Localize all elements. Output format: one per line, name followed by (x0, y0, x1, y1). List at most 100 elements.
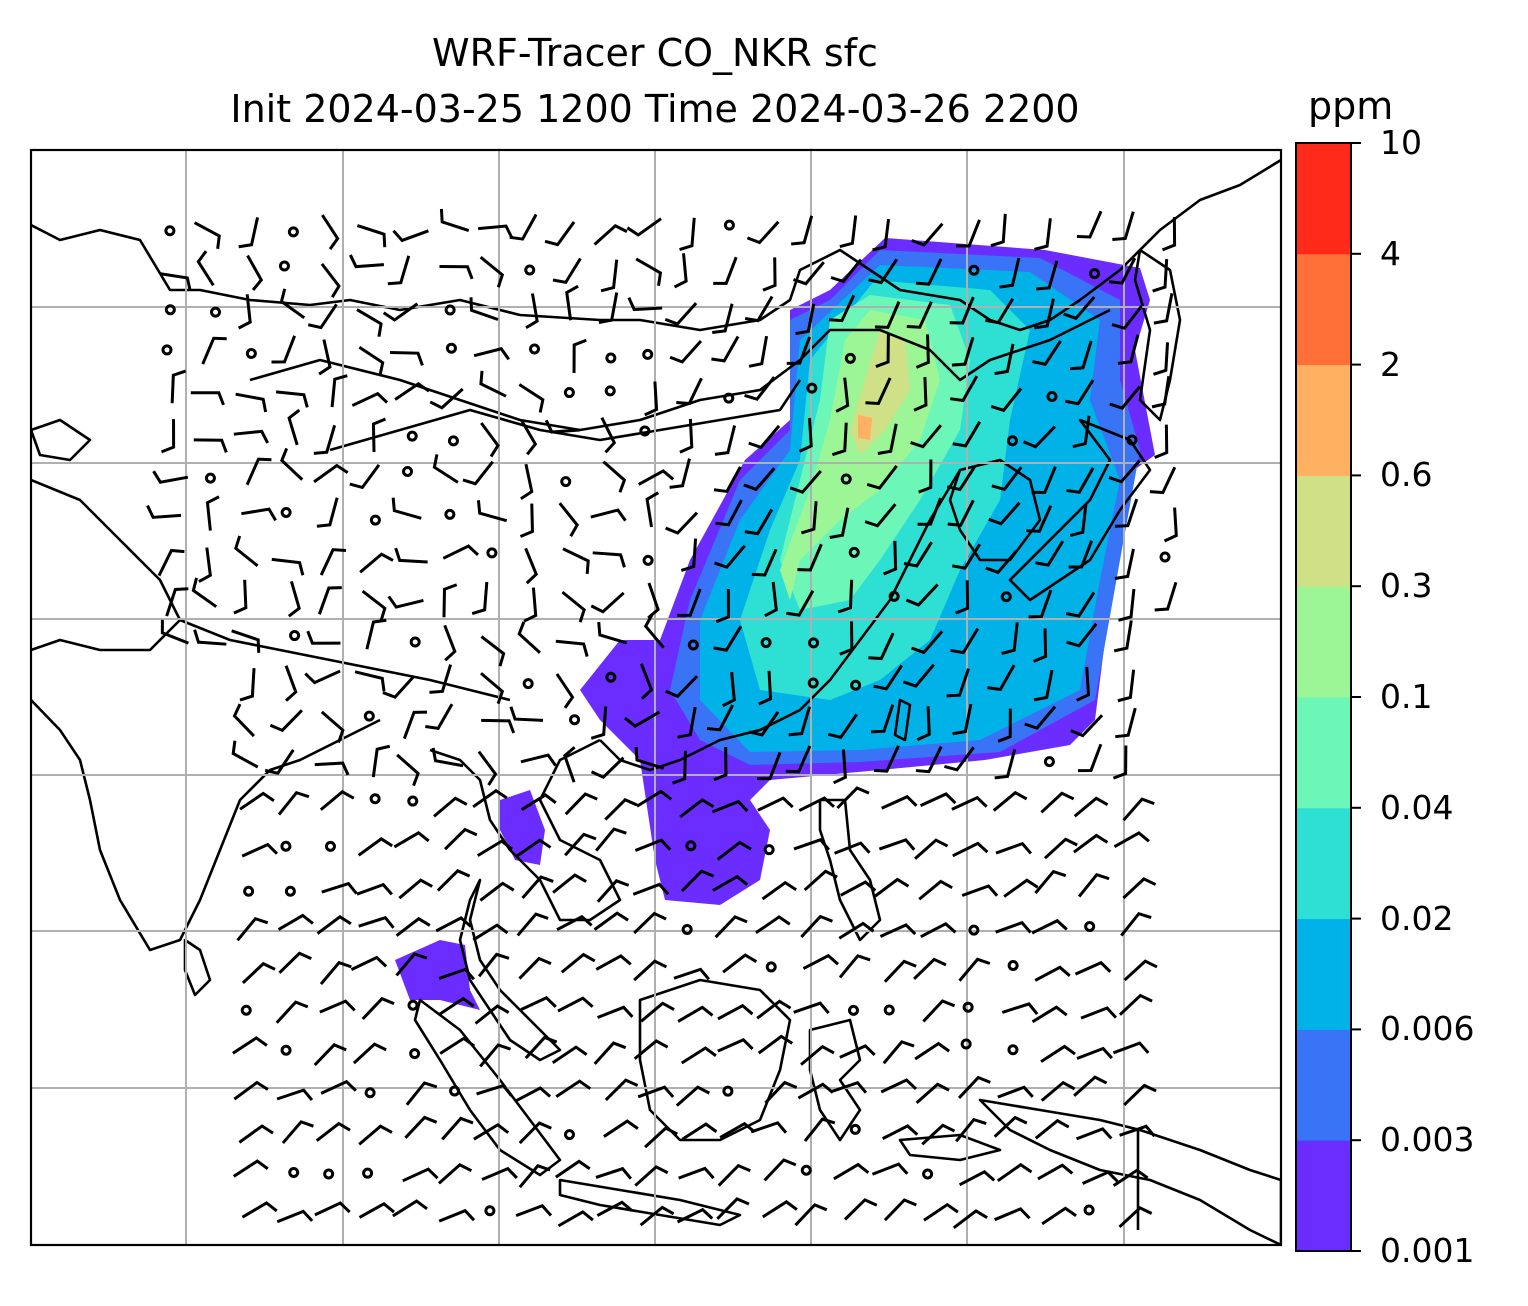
calm-wind-marker (1046, 390, 1058, 402)
wind-barb (201, 336, 227, 365)
calm-wind-marker (840, 473, 852, 485)
wind-barb (520, 996, 557, 1011)
plume-indochina-patch (500, 790, 545, 865)
wind-barb (361, 996, 395, 1021)
wind-barb (349, 254, 385, 269)
colorbar-bin (1296, 918, 1351, 1030)
wind-barb (883, 959, 917, 983)
wind-barb (278, 951, 312, 974)
colorbar-bin (1296, 143, 1351, 255)
taiwan (893, 698, 912, 742)
wind-barb (1111, 305, 1143, 330)
wind-barb (764, 1080, 798, 1104)
wind-barb (233, 579, 248, 615)
wind-barb (743, 467, 776, 492)
wind-barb (914, 1041, 950, 1061)
wind-barb (882, 1040, 915, 1065)
wind-barb (590, 706, 608, 740)
wind-barb (1118, 588, 1136, 622)
wind-barb (316, 915, 352, 935)
colorbar-tick-label: 0.003 (1380, 1120, 1475, 1160)
wind-barb (713, 466, 742, 494)
calm-wind-marker (685, 840, 697, 852)
calm-wind-marker (844, 352, 856, 364)
wind-barb (597, 1005, 634, 1019)
wind-barb (518, 1164, 551, 1189)
wind-barb (746, 220, 780, 245)
wind-barb (722, 671, 736, 708)
wind-barb (788, 706, 811, 737)
wind-barb (439, 265, 474, 280)
wind-barb (387, 255, 411, 286)
wind-barb (1073, 1075, 1108, 1097)
colorbar-tick-label: 0.6 (1380, 455, 1433, 495)
wind-barb (1153, 293, 1174, 325)
wind-barb (676, 1207, 714, 1224)
wind-barb (474, 1004, 510, 1025)
calm-wind-marker (1000, 591, 1012, 603)
wind-barb (918, 879, 953, 901)
wind-barb (883, 1198, 917, 1222)
wind-barb (593, 223, 628, 246)
wind-barb (987, 664, 1016, 692)
wind-barb (269, 709, 303, 733)
wind-barb (785, 745, 812, 774)
calm-wind-marker (407, 795, 419, 807)
wind-barb (949, 296, 975, 325)
wind-barb (748, 335, 769, 368)
wind-barb (365, 618, 387, 650)
wind-barb (234, 535, 259, 568)
colorbar-tick-label: 10 (1380, 123, 1422, 162)
wind-barb (358, 1202, 395, 1219)
wind-barb (871, 1162, 909, 1176)
wind-barb (713, 746, 728, 782)
wind-barb (596, 879, 630, 903)
wind-barb (716, 1197, 750, 1220)
wind-barb (432, 454, 459, 484)
wind-barb (713, 544, 746, 569)
wind-barb (1072, 415, 1091, 449)
wind-barb (524, 547, 539, 585)
wind-barb (436, 869, 471, 892)
wind-barb (946, 668, 970, 698)
wind-barb (402, 1167, 439, 1183)
russia-china-border (249, 308, 1111, 432)
wind-barb (146, 504, 182, 519)
wind-barb (1001, 622, 1019, 655)
wind-barb (637, 1085, 675, 1099)
wind-barb (276, 1088, 314, 1102)
wind-barb (635, 257, 663, 286)
wind-barb (520, 793, 557, 811)
calm-wind-marker (681, 924, 693, 936)
wind-barb (479, 370, 507, 398)
wind-barb (839, 621, 854, 656)
wind-barb (632, 882, 670, 896)
wind-barb (160, 419, 176, 454)
wind-barb (1080, 1006, 1117, 1020)
wind-barb (1077, 873, 1110, 898)
wind-barb (875, 333, 890, 368)
calm-wind-marker (363, 710, 375, 722)
wind-barb (598, 292, 619, 325)
wind-barb (990, 213, 1007, 248)
wind-barb (509, 706, 544, 722)
wind-barb (237, 294, 252, 330)
wind-barb (313, 1043, 347, 1067)
wind-barb (640, 1001, 675, 1023)
wind-barb (1034, 965, 1071, 982)
wind-barb (232, 703, 256, 738)
calm-wind-marker (484, 1205, 496, 1217)
wind-barb (321, 881, 358, 895)
wind-barb (906, 301, 933, 329)
wind-barb (392, 229, 429, 243)
wind-barb (1077, 743, 1103, 773)
wind-barb (880, 1078, 917, 1094)
wind-barb (955, 580, 970, 615)
wind-barb (518, 383, 545, 413)
wind-barb (951, 336, 975, 367)
wind-barb (764, 581, 778, 618)
wind-barb (159, 272, 192, 291)
wind-barb (193, 629, 227, 646)
wind-barb (435, 916, 472, 933)
